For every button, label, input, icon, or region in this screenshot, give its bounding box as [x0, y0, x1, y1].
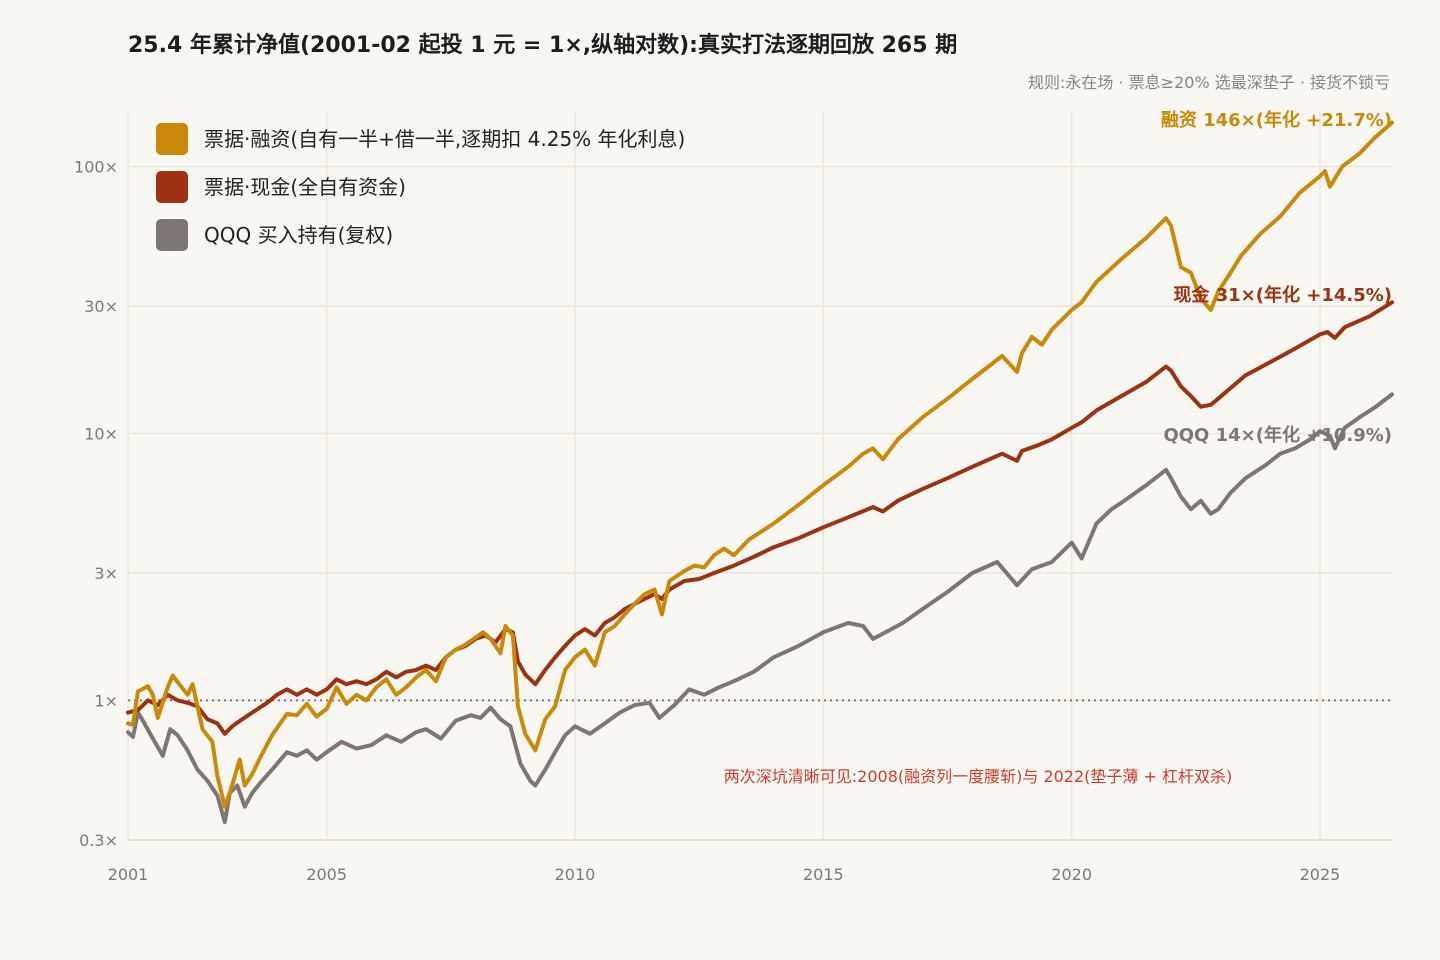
legend-label-1: 票据·现金(全自有资金) [204, 175, 406, 199]
x-tick-label: 2025 [1300, 865, 1341, 884]
y-tick-label: 3× [94, 564, 118, 583]
grid [127, 112, 1392, 841]
x-tick-label: 2005 [306, 865, 347, 884]
legend-swatch-1 [156, 171, 188, 203]
x-tick-label: 2001 [108, 865, 149, 884]
legend-swatch-0 [156, 123, 188, 155]
series-line-0 [126, 120, 1394, 809]
legend-label-0: 票据·融资(自有一半+借一半,逐期扣 4.25% 年化利息) [204, 127, 685, 151]
x-tick-label: 2015 [803, 865, 844, 884]
chart-title: 25.4 年累计净值(2001-02 起投 1 元 = 1×,纵轴对数):真实打… [128, 32, 957, 58]
end-label-2: QQQ 14×(年化 +10.9%) [1163, 424, 1392, 446]
y-tick-label: 30× [84, 297, 118, 316]
y-tick-label: 10× [84, 424, 118, 443]
legend-swatch-2 [156, 219, 188, 251]
series-line-2 [126, 392, 1394, 825]
series-lines [126, 120, 1394, 825]
y-tick-label: 1× [94, 691, 118, 710]
axis-ticks: 0.3× 1× 3× 10× 30× 100× 2001 2005 2010 2015 2020 20… [74, 157, 1340, 884]
y-tick-label: 0.3× [79, 831, 118, 850]
chart-subtitle: 规则:永在场 · 票息≥20% 选最深垫子 · 接货不锁亏 [1028, 73, 1390, 92]
x-tick-label: 2020 [1051, 865, 1092, 884]
legend-label-2: QQQ 买入持有(复权) [204, 223, 393, 247]
annotation-note: 两次深坑清晰可见:2008(融资列一度腰斩)与 2022(垫子薄 + 杠杆双杀) [724, 767, 1232, 786]
y-tick-label: 100× [74, 157, 118, 176]
x-tick-label: 2010 [555, 865, 596, 884]
legend: 票据·融资(自有一半+借一半,逐期扣 4.25% 年化利息) 票据·现金(全自有资… [156, 123, 685, 251]
end-labels: 融资 146×(年化 +21.7%) 现金 31×(年化 +14.5%) QQQ 1… [1161, 109, 1392, 446]
series-line-1 [126, 300, 1394, 736]
end-label-1: 现金 31×(年化 +14.5%) [1173, 284, 1392, 306]
end-label-0: 融资 146×(年化 +21.7%) [1161, 109, 1392, 131]
